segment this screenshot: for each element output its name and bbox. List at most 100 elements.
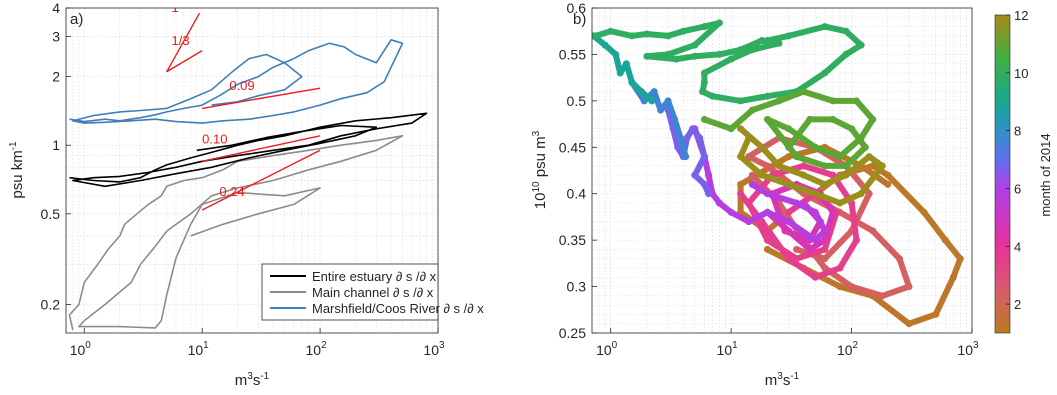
panel-b-xlabel: m3s-1 [765, 371, 800, 389]
trajectory-point [601, 41, 609, 49]
panel-a-ytick-label: 3 [52, 28, 60, 44]
trajectory-point [800, 88, 808, 96]
trajectory-point [941, 236, 949, 244]
panel-a-ytick-label: 0.5 [41, 206, 61, 222]
trajectory-point [700, 180, 708, 188]
trajectory-point [949, 273, 957, 281]
panel-b-ytick-label: 0.6 [567, 0, 587, 16]
colorbar-ticks: 2 4 6 8 10 12 [1006, 8, 1028, 312]
trajectory-point [671, 115, 679, 123]
trajectory-point [758, 171, 766, 179]
panel-b-ytick-label: 0.4 [567, 186, 587, 202]
trajectory-point [857, 134, 865, 142]
trajectory-point [748, 180, 756, 188]
panel-b-ytick-label: 0.35 [559, 232, 586, 248]
panel-b-ytick-label: 0.45 [559, 139, 586, 155]
trajectory-point [821, 227, 829, 235]
trajectory-point [785, 255, 793, 263]
trajectory-point [683, 134, 691, 142]
trajectory-point [878, 292, 886, 300]
panel-b-ticks: 100 101 102 103 0.25 0.3 0.35 0.4 0.45 0.5 0.55 0.6 [559, 0, 979, 358]
trajectory-point [857, 190, 865, 198]
series-line-marsh [69, 39, 404, 124]
trajectory-point [848, 283, 856, 291]
trajectory-point [705, 171, 713, 179]
trajectory-point [785, 208, 793, 216]
trajectory-point [800, 162, 808, 170]
colorbar-tick-label: 12 [1014, 8, 1028, 23]
panel-a-ytick-label: 2 [52, 69, 60, 85]
trajectory-point [682, 153, 690, 161]
trajectory-point [806, 115, 814, 123]
panel-b-frame [591, 7, 973, 334]
panel-b-ytick-label: 0.55 [559, 46, 586, 62]
trajectory-point [737, 125, 745, 133]
trajectory-point [763, 92, 771, 100]
series-line-entire [69, 112, 428, 188]
trajectory-point [905, 283, 913, 291]
trajectory-point [715, 50, 723, 58]
panel-b-ytick-label: 0.25 [559, 325, 586, 341]
trajectory-point [896, 255, 903, 263]
trajectory-point [821, 69, 829, 77]
trajectory-point [775, 162, 783, 170]
trajectory-point [657, 106, 665, 114]
trajectory-point [628, 78, 636, 86]
panel-a-ytick-label: 4 [52, 0, 60, 16]
panel-b: 100 101 102 1030.250.30.350.40.450.50.550.6… [531, 0, 1053, 389]
panel-a-frame [65, 7, 439, 334]
trajectory-point [650, 88, 658, 96]
trajectory-point [677, 134, 684, 142]
legend-label-entire: Entire estuary ∂ s /∂ x [312, 269, 437, 284]
trajectory-point [842, 27, 850, 35]
trajectory-point [737, 46, 745, 54]
trajectory-point [679, 27, 687, 35]
panel-a-xtick-label: 101 [188, 340, 210, 358]
trajectory-point [785, 143, 793, 151]
trajectory-point [842, 50, 850, 58]
trajectory-point [829, 97, 837, 105]
trajectory-point [745, 199, 753, 207]
trajectory-point [785, 180, 793, 188]
fit-line [202, 135, 321, 162]
trajectory-point [829, 115, 837, 123]
trajectory-point [785, 218, 793, 226]
trajectory-point [956, 255, 964, 263]
trajectory-point [664, 97, 672, 105]
trajectory-point [763, 162, 771, 170]
trajectory-point [612, 50, 620, 58]
trajectory-point [811, 143, 819, 151]
trajectory-point [696, 134, 704, 142]
fit-line [201, 149, 321, 211]
trajectory-point [700, 78, 708, 86]
trajectory-point [878, 162, 886, 170]
panel-b-xtick-label: 100 [596, 340, 618, 358]
trajectory-point [932, 310, 940, 318]
panel-a-fit-lines: 1 1/3 0.09 0.10 0.24 [166, 8, 321, 211]
trajectory-point [811, 273, 819, 281]
trajectory-point [869, 162, 877, 170]
trajectory-point [727, 55, 735, 63]
trajectory-point [763, 245, 771, 253]
panel-a-data [68, 39, 428, 330]
colorbar: 2 4 6 8 10 12 month of 2014 [994, 8, 1053, 334]
colorbar-bar [994, 14, 1011, 334]
trajectory-point [628, 32, 636, 40]
series-line-main [68, 135, 404, 330]
trajectory-point [836, 199, 844, 207]
fit-annotation: 0.09 [229, 78, 254, 93]
trajectory-point [763, 190, 771, 198]
trajectory-point [763, 236, 771, 244]
panel-b-label: b) [573, 11, 586, 28]
legend-label-marshfield: Marshfield/Coos River ∂ s /∂ x [312, 301, 484, 316]
trajectory-point [869, 115, 877, 123]
colorbar-tick-label: 4 [1014, 239, 1021, 254]
colorbar-label: month of 2014 [1038, 133, 1053, 216]
trajectory-point [689, 125, 697, 133]
trajectory-point [842, 171, 850, 179]
trajectory-point [793, 255, 801, 263]
trajectory-point [758, 143, 766, 151]
trajectory-point [781, 227, 789, 235]
trajectory-point [821, 264, 829, 272]
trajectory-point [793, 245, 801, 253]
